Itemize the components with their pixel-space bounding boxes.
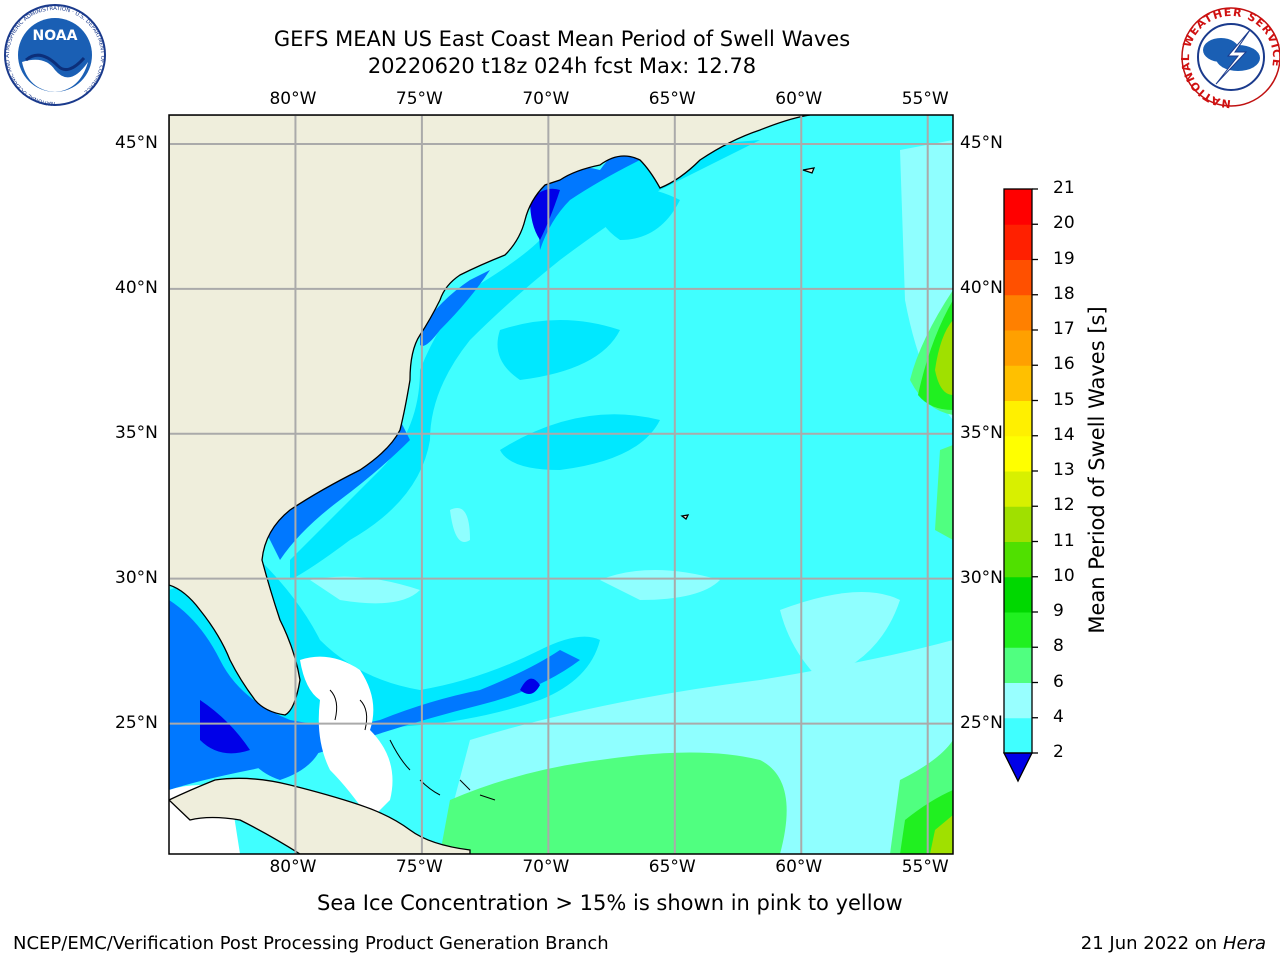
lon-label-bottom: 75°W [395, 857, 443, 877]
land [169, 115, 816, 854]
colorbar-tick-label: 18 [1053, 283, 1075, 304]
colorbar-tick-label: 12 [1053, 495, 1075, 516]
lon-label-bottom: 65°W [648, 857, 696, 877]
lat-label-right: 25°N [960, 712, 1003, 733]
colorbar-box [1004, 541, 1032, 578]
lon-label-bottom: 60°W [775, 857, 823, 877]
lon-label-bottom: 80°W [269, 857, 317, 877]
colorbar-box [1004, 647, 1032, 683]
colorbar-box [1004, 717, 1032, 754]
colorbar-tick-label: 8 [1053, 636, 1064, 657]
colorbar-extend-arrow [1002, 752, 1034, 783]
colorbar-tick-label: 15 [1053, 389, 1075, 410]
logos: NOAA NATIONAL OCEANIC AND ATMOSPHERIC AD… [4, 4, 1280, 110]
colorbar-tick-label: 9 [1053, 601, 1064, 621]
lon-label-top: 55°W [901, 89, 949, 109]
colorbar-box [1004, 365, 1032, 401]
lat-label-left: 30°N [115, 567, 158, 588]
colorbar-tick-label: 4 [1053, 706, 1064, 727]
lon-label-top: 60°W [775, 89, 823, 109]
colorbar-box [1004, 400, 1032, 437]
colorbar-tick-label: 13 [1053, 460, 1075, 480]
lon-label-bottom: 70°W [522, 857, 570, 877]
run-date-text: 21 Jun 2022 on [1080, 933, 1218, 954]
noaa-logo-text: NOAA [33, 28, 78, 44]
colorbar-box [1004, 259, 1032, 296]
lat-label-right: 40°N [960, 277, 1003, 298]
colorbar-box [1004, 682, 1032, 719]
map-field [169, 115, 953, 854]
run-date: 21 Jun 2022 on Hera [1081, 933, 1266, 954]
noaa-logo: NOAA NATIONAL OCEANIC AND ATMOSPHERIC AD… [4, 4, 106, 106]
lat-label-right: 45°N [960, 132, 1003, 153]
colorbar-tick-label: 17 [1053, 319, 1075, 339]
lon-label-top: 80°W [269, 89, 317, 109]
colorbar-box [1004, 506, 1032, 542]
colorbar-box [1004, 612, 1032, 648]
lat-label-left: 45°N [115, 132, 158, 153]
colorbar-tick-label: 19 [1053, 248, 1075, 269]
map-frame [168, 114, 954, 855]
chart-subtitle: 20220620 t18z 024h fcst Max: 12.78 [367, 54, 757, 78]
colorbar-tick-label: 2 [1053, 742, 1064, 762]
colorbar-box [1004, 224, 1032, 260]
producer-credit: NCEP/EMC/Verification Post Processing Pr… [13, 933, 609, 954]
colorbar-tick-label: 21 [1053, 178, 1075, 198]
gridlines [169, 115, 953, 854]
sea-ice-note: Sea Ice Concentration > 15% is shown in … [317, 891, 903, 915]
lon-label-top: 75°W [395, 89, 443, 109]
colorbar-tick-label: 11 [1053, 530, 1075, 551]
colorbar-box [1004, 471, 1032, 507]
lat-label-left: 40°N [115, 277, 158, 298]
colorbar-box [1004, 294, 1032, 331]
chart-title: GEFS MEAN US East Coast Mean Period of S… [273, 27, 851, 51]
lon-label-top: 65°W [648, 89, 696, 109]
lon-label-bottom: 55°W [901, 857, 949, 877]
nws-logo: NATIONAL WEATHER SERVICE [1179, 6, 1280, 110]
colorbar-tick-label: 16 [1053, 354, 1075, 375]
machine-name: Hera [1222, 933, 1266, 954]
colorbar-tick-label: 10 [1053, 565, 1075, 586]
colorbar-title: Mean Period of Swell Waves [s] [1085, 306, 1109, 634]
lat-label-left: 35°N [115, 422, 158, 443]
colorbar-box [1004, 330, 1032, 366]
colorbar-tick-label: 6 [1053, 671, 1064, 692]
colorbar-tick-label: 14 [1053, 424, 1075, 445]
lat-label-left: 25°N [115, 712, 158, 733]
colorbar-box [1004, 189, 1032, 225]
colorbar-tick-label: 20 [1053, 213, 1075, 234]
lat-label-right: 35°N [960, 422, 1003, 443]
colorbar-box [1004, 435, 1032, 472]
lat-label-right: 30°N [960, 567, 1003, 588]
lon-label-top: 70°W [522, 89, 570, 109]
period-12-region [930, 320, 953, 854]
colorbar-box [1004, 576, 1032, 613]
